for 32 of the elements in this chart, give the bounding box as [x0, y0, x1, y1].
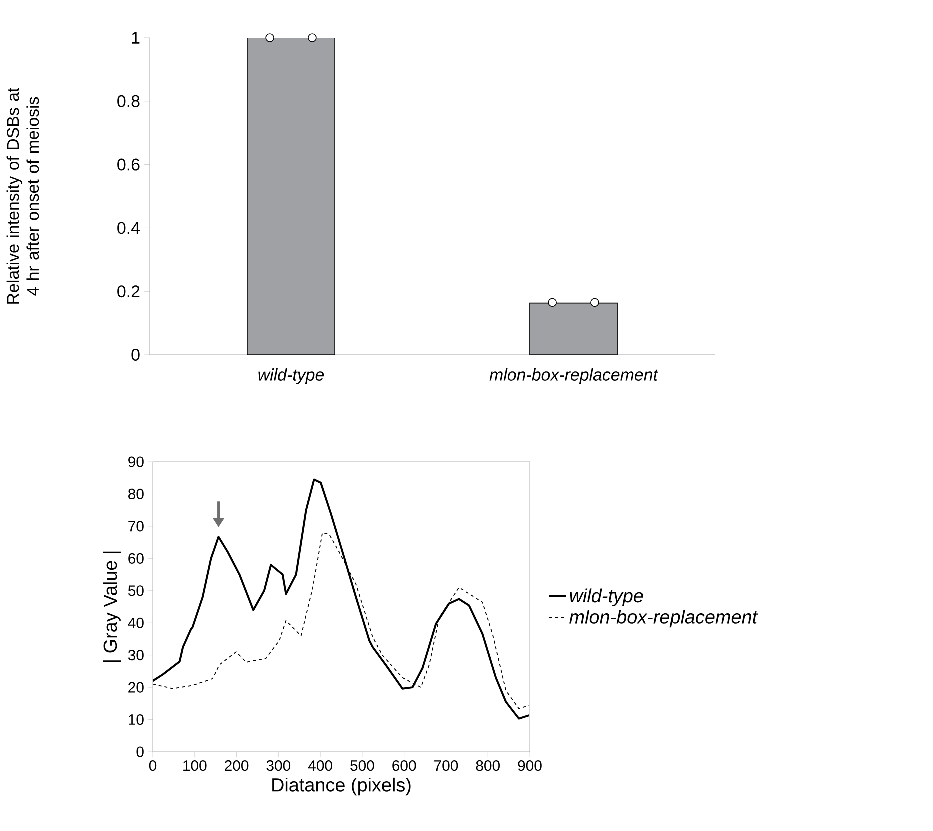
x-tick-label: 400 — [308, 760, 332, 772]
x-tick-label: 0 — [149, 760, 157, 772]
x-tick-label: 300 — [266, 760, 291, 772]
x-tick-label: 700 — [434, 760, 458, 772]
x-tick-label: 100 — [184, 760, 207, 772]
legend-label: wild-type — [570, 588, 644, 606]
y-tick-label: 0 — [136, 746, 144, 758]
x-tick-label: 200 — [225, 760, 249, 772]
x-tick-label: 600 — [392, 760, 416, 772]
x-tick-label: 500 — [350, 760, 374, 772]
y-tick-label: 0.4 — [118, 222, 140, 234]
line-series — [153, 478, 530, 720]
y-tick-label: 20 — [128, 682, 144, 693]
y-tick-label: 0 — [132, 349, 140, 362]
y-tick-label: 50 — [128, 586, 144, 596]
x-tick-label: 800 — [476, 760, 500, 772]
y-tick-label: 0.8 — [118, 95, 140, 108]
x-tick-label: 900 — [518, 760, 542, 772]
y-tick-label: 30 — [128, 650, 144, 661]
y-tick-label: 0.2 — [118, 286, 140, 298]
y-tick-label: 10 — [129, 714, 144, 726]
legend-label: mlon-box-replacement — [570, 610, 758, 628]
y-axis-title: | Gray Value | — [103, 552, 122, 662]
y-tick-label: 70 — [128, 521, 144, 532]
y-tick-label: 90 — [128, 456, 144, 468]
y-tick-label: 40 — [128, 618, 144, 628]
y-tick-label: 1 — [132, 32, 140, 44]
y-tick-label: 80 — [128, 488, 144, 500]
y-tick-label: 60 — [128, 553, 144, 564]
y-axis-title: Relative intensity of DSBs at 4 hr after onset of meiosis — [6, 88, 40, 304]
y-tick-label: 0.6 — [118, 158, 140, 171]
x-axis-title: Diatance (pixels) — [272, 778, 411, 796]
